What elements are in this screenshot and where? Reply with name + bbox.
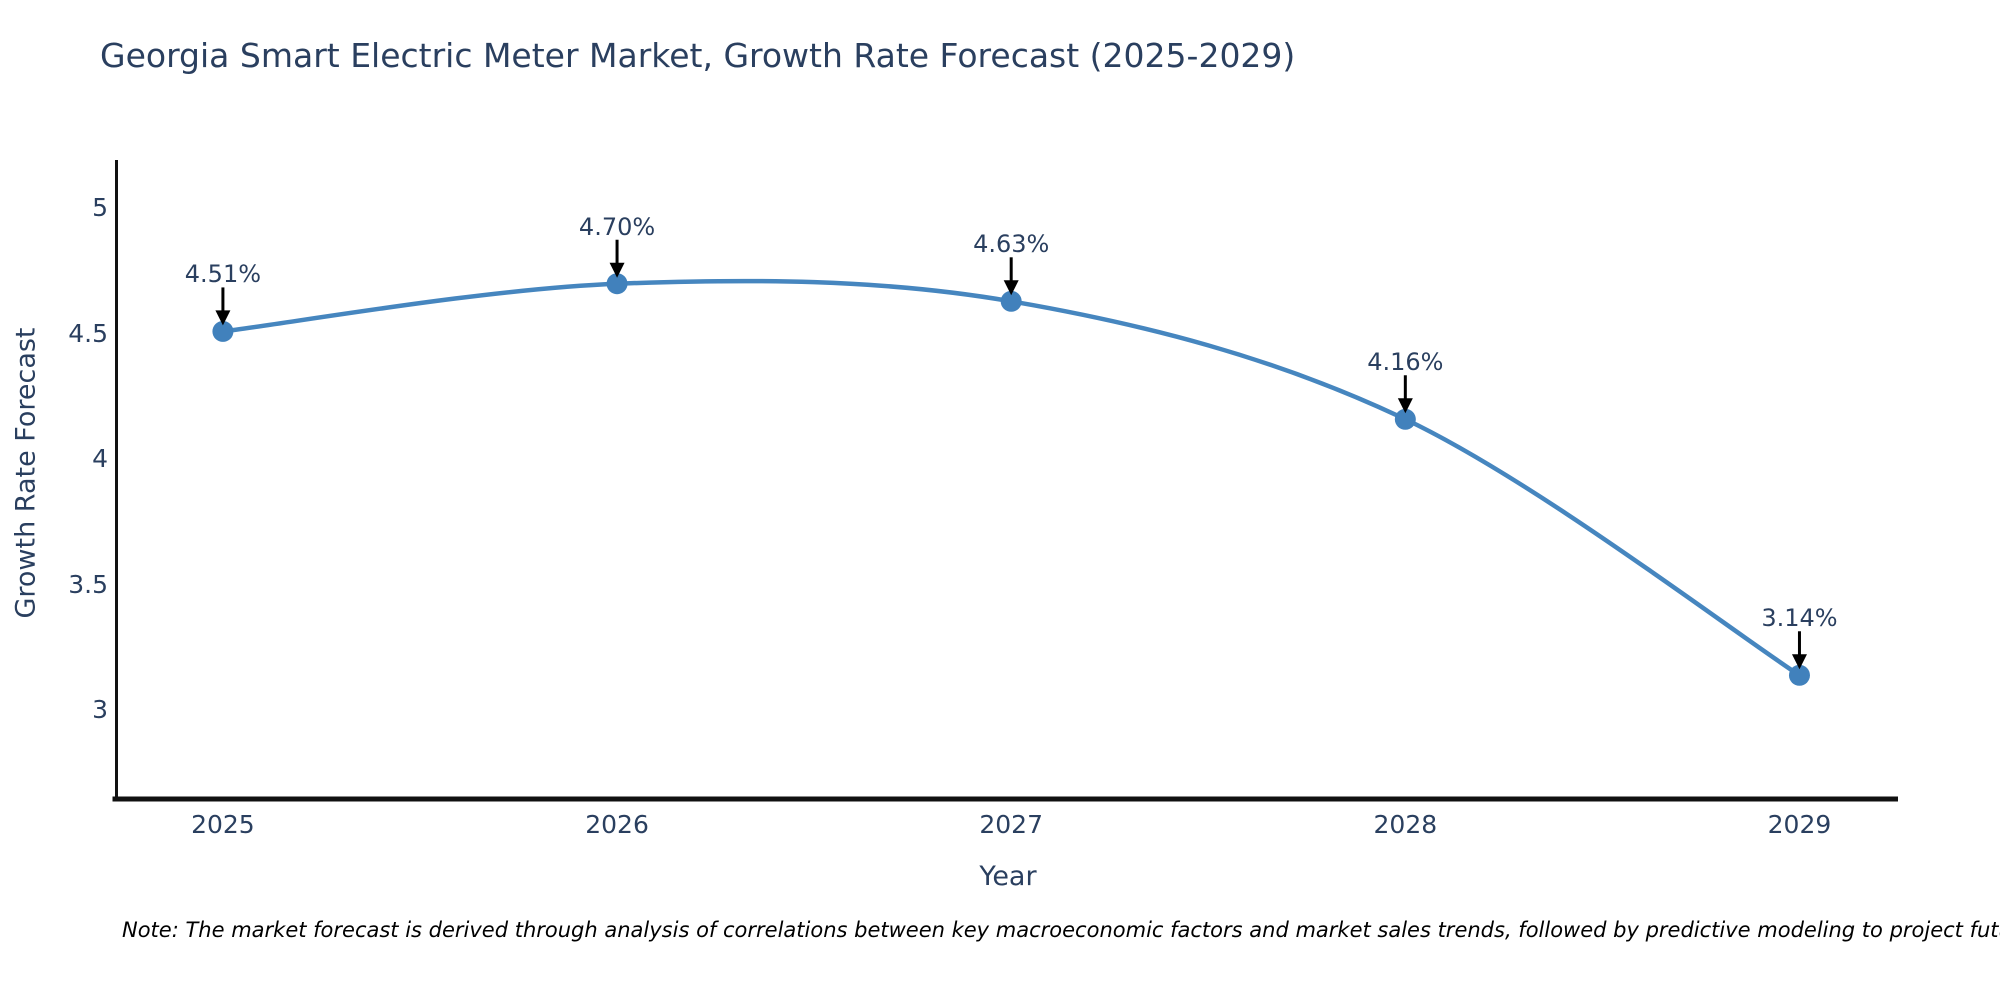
x-axis-title: Year [979, 861, 1037, 892]
annotation-arrowhead-icon [1791, 654, 1807, 670]
data-point-marker [1788, 664, 1810, 686]
y-tick-label: 3.5 [68, 569, 108, 599]
y-axis-title: Growth Rate Forecast [10, 327, 42, 619]
y-tick-label: 4 [92, 444, 108, 474]
annotation-label: 4.70% [578, 212, 656, 241]
annotation-label: 4.51% [184, 260, 262, 289]
x-tick-label: 2026 [585, 810, 649, 839]
annotation-arrowhead-icon [215, 310, 231, 326]
annotation-arrowhead-icon [609, 262, 625, 278]
annotation-arrowhead-icon [1397, 398, 1413, 414]
data-point-marker [1000, 290, 1022, 312]
annotation-label: 3.14% [1761, 604, 1838, 633]
chart-title: Georgia Smart Electric Meter Market, Gro… [100, 36, 1296, 75]
x-tick-label: 2029 [1767, 810, 1832, 839]
x-tick-label: 2025 [191, 810, 255, 839]
y-tick-label: 5 [92, 193, 108, 223]
y-tick-label: 3 [92, 695, 108, 725]
data-point-marker [1394, 408, 1416, 430]
annotation-label: 4.16% [1367, 348, 1444, 377]
data-point-marker [606, 273, 628, 295]
footnote: Note: The market forecast is derived thr… [122, 918, 2000, 942]
data-point-marker [212, 320, 234, 342]
annotation-label: 4.63% [973, 230, 1050, 259]
x-tick-label: 2027 [979, 810, 1043, 839]
y-tick-label: 4.5 [68, 318, 108, 348]
forecast-line [220, 278, 1802, 678]
annotation-arrowhead-icon [1003, 280, 1019, 296]
x-tick-label: 2028 [1373, 810, 1438, 839]
